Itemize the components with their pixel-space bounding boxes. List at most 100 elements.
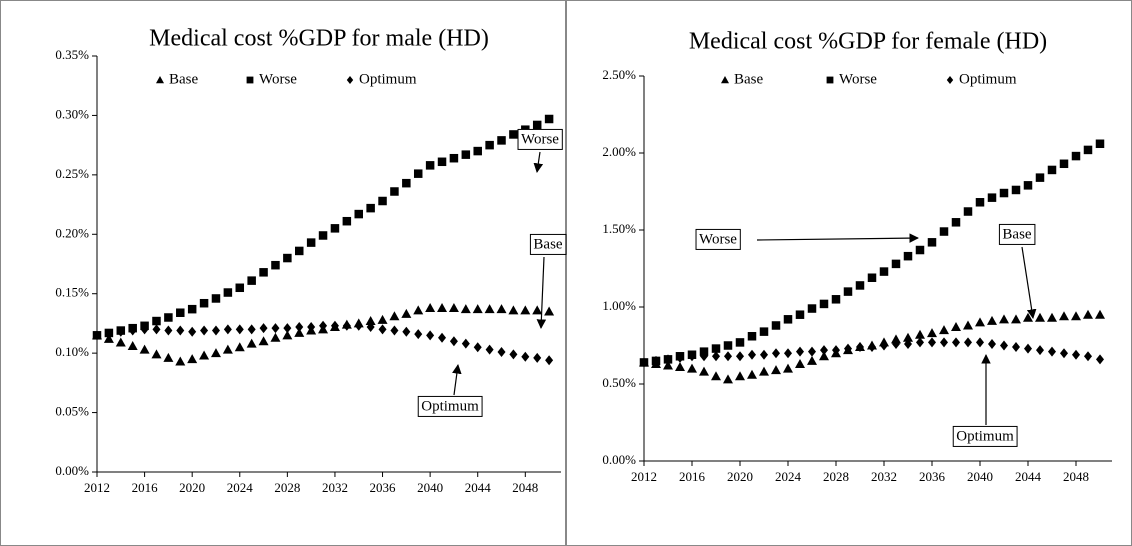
data-point [319, 320, 328, 331]
data-point [664, 354, 672, 365]
data-point [271, 323, 280, 334]
annotation-box [695, 228, 741, 250]
legend-label: Base [734, 71, 764, 87]
data-point [211, 294, 221, 303]
data-point [844, 343, 852, 354]
legend-marker [721, 76, 729, 84]
data-point [723, 374, 733, 384]
data-point [940, 337, 948, 348]
data-point [152, 324, 161, 335]
data-point [366, 203, 375, 213]
legend-marker [346, 76, 354, 84]
y-tick-label: 0.25% [55, 166, 89, 181]
data-point [164, 313, 173, 322]
x-tick-label: 2048 [512, 480, 538, 495]
data-point [223, 288, 233, 297]
data-point [282, 330, 293, 340]
data-point [448, 302, 459, 312]
data-point [927, 238, 937, 247]
data-point [425, 161, 435, 170]
x-tick-label: 2016 [679, 469, 706, 484]
data-point [390, 325, 399, 336]
data-point [999, 188, 1009, 198]
data-point [1047, 165, 1057, 175]
data-point [687, 363, 697, 373]
data-point [509, 349, 518, 360]
data-point [784, 348, 792, 359]
data-point [438, 332, 447, 343]
data-point [747, 332, 757, 341]
data-point [676, 352, 684, 363]
data-point [724, 351, 732, 362]
data-point [736, 351, 744, 362]
data-point [891, 259, 901, 269]
data-point [377, 314, 388, 324]
data-point [928, 337, 936, 348]
data-point [461, 338, 470, 349]
x-tick-label: 2044 [1015, 469, 1042, 484]
data-point [270, 332, 281, 342]
data-point [964, 337, 972, 348]
data-point [927, 328, 937, 338]
data-point [258, 336, 269, 346]
x-tick-label: 2036 [919, 469, 946, 484]
annotation-label: Base [533, 236, 563, 252]
x-tick-label: 2044 [465, 480, 492, 495]
data-point [1060, 348, 1068, 359]
data-point [759, 327, 769, 336]
annotation-arrow [452, 364, 462, 396]
x-tick-label: 2012 [84, 480, 110, 495]
x-tick-label: 2020 [179, 480, 205, 495]
annotation-box [417, 395, 483, 417]
data-point [509, 130, 518, 139]
legend-marker [156, 76, 164, 84]
data-point [903, 332, 913, 342]
data-point [176, 325, 185, 336]
data-point [1095, 309, 1105, 319]
data-point [915, 329, 925, 339]
data-point [389, 311, 400, 321]
data-point [378, 196, 387, 206]
data-point [712, 351, 720, 362]
y-tick-label: 0.05% [55, 404, 89, 419]
data-point [187, 354, 198, 364]
data-point [735, 371, 745, 381]
data-point [759, 366, 769, 376]
data-point [295, 321, 304, 332]
data-point [832, 345, 840, 356]
data-point [116, 326, 125, 337]
data-point [533, 352, 542, 363]
data-point [402, 178, 411, 188]
data-point [1059, 311, 1069, 321]
data-point [128, 325, 137, 336]
legend-label: Worse [259, 71, 297, 87]
data-point [354, 320, 363, 331]
data-point [544, 114, 554, 124]
data-point [437, 302, 448, 312]
x-tick-label: 2024 [227, 480, 254, 495]
data-point [140, 324, 149, 335]
data-point [975, 198, 985, 207]
data-point [807, 355, 817, 365]
y-tick-label: 0.15% [55, 285, 89, 300]
data-point [187, 304, 197, 314]
data-point [259, 268, 268, 277]
data-point [294, 327, 305, 337]
data-point [426, 330, 435, 341]
data-point [390, 187, 399, 196]
data-point [1011, 185, 1021, 195]
data-point [952, 337, 960, 348]
data-point [307, 321, 316, 332]
data-point [271, 260, 280, 270]
data-point [425, 302, 436, 312]
data-point [473, 342, 482, 353]
y-tick-label: 0.20% [55, 225, 89, 240]
data-point [532, 305, 543, 315]
data-point [796, 346, 804, 357]
data-point [414, 329, 423, 340]
data-point [675, 362, 685, 372]
annotation-box [998, 223, 1036, 245]
data-point [699, 366, 709, 376]
data-point [988, 338, 996, 349]
